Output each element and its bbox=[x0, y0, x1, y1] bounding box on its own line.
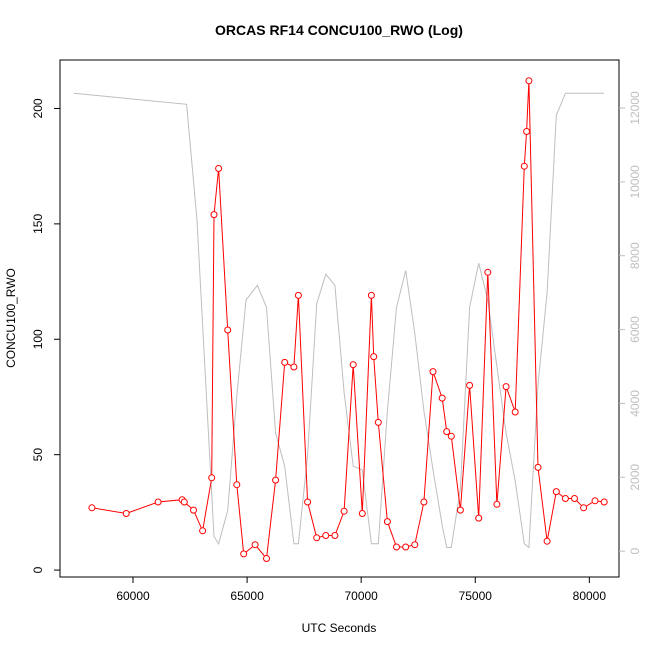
data-point bbox=[304, 498, 312, 506]
data-point bbox=[224, 326, 232, 334]
data-point bbox=[215, 165, 223, 172]
data-point bbox=[420, 498, 428, 506]
data-point bbox=[475, 514, 483, 522]
data-point bbox=[466, 381, 474, 389]
data-point bbox=[429, 368, 437, 376]
data-point bbox=[240, 550, 248, 558]
y2-tick-label: 6000 bbox=[628, 316, 642, 343]
data-point bbox=[180, 498, 188, 506]
data-point bbox=[561, 495, 569, 502]
data-point bbox=[383, 518, 391, 526]
x-axis: 60000 65000 70000 75000 80000 bbox=[116, 577, 606, 603]
data-point bbox=[358, 510, 366, 517]
data-point bbox=[543, 537, 551, 545]
data-point bbox=[600, 498, 608, 506]
data-point bbox=[331, 532, 339, 539]
concu100-line bbox=[91, 80, 605, 560]
data-point bbox=[443, 428, 451, 436]
data-point bbox=[208, 474, 216, 482]
y-tick-label: 200 bbox=[31, 98, 45, 118]
data-point bbox=[456, 506, 464, 514]
data-point bbox=[523, 128, 531, 135]
data-point bbox=[190, 506, 197, 514]
data-point bbox=[290, 363, 298, 371]
chart-title: ORCAS RF14 CONCU100_RWO (Log) bbox=[215, 22, 463, 38]
data-point bbox=[367, 291, 375, 299]
series-secondary bbox=[73, 92, 605, 549]
y-axis-label: CONCU100_RWO bbox=[4, 268, 18, 368]
data-point bbox=[199, 527, 207, 535]
data-point bbox=[411, 541, 419, 549]
x-tick-label: 60000 bbox=[116, 589, 150, 603]
data-point bbox=[313, 534, 321, 542]
data-point bbox=[370, 353, 378, 361]
data-point bbox=[580, 504, 588, 512]
y2-tick-label: 12000 bbox=[628, 91, 642, 125]
data-point bbox=[525, 77, 533, 85]
data-point bbox=[447, 432, 455, 440]
secondary-line bbox=[73, 92, 605, 549]
data-point bbox=[272, 476, 280, 484]
data-point bbox=[349, 361, 357, 369]
data-point bbox=[571, 495, 578, 502]
data-point bbox=[502, 383, 510, 391]
data-point bbox=[294, 291, 302, 299]
y-tick-label: 150 bbox=[31, 214, 45, 234]
data-point bbox=[534, 463, 542, 471]
y2-tick-label: 2000 bbox=[628, 464, 642, 491]
data-point bbox=[438, 394, 446, 402]
x-axis-label: UTC Seconds bbox=[302, 621, 377, 635]
data-point bbox=[552, 488, 560, 496]
y-axis-right: 0 2000 4000 6000 8000 10000 12000 bbox=[619, 91, 642, 554]
y-tick-label: 50 bbox=[31, 448, 45, 462]
plot-area-frame bbox=[59, 59, 620, 578]
y2-tick-label: 10000 bbox=[628, 165, 642, 199]
data-point bbox=[493, 500, 501, 508]
y2-tick-label: 0 bbox=[628, 547, 642, 554]
data-point bbox=[251, 541, 259, 549]
data-point bbox=[210, 211, 218, 219]
y2-tick-label: 8000 bbox=[628, 242, 642, 269]
x-tick-label: 70000 bbox=[344, 589, 378, 603]
data-point bbox=[374, 418, 382, 426]
y-axis-left: 0 50 100 150 200 bbox=[31, 98, 60, 573]
data-point bbox=[511, 408, 519, 416]
series-primary bbox=[88, 77, 608, 562]
data-point bbox=[322, 532, 330, 539]
data-point bbox=[122, 510, 130, 517]
data-point bbox=[233, 481, 241, 489]
data-point bbox=[393, 543, 400, 551]
x-tick-label: 80000 bbox=[573, 589, 607, 603]
data-point bbox=[520, 162, 528, 170]
data-point bbox=[88, 504, 96, 512]
y-tick-label: 0 bbox=[31, 566, 45, 573]
data-point bbox=[263, 555, 270, 562]
data-point bbox=[402, 543, 410, 551]
data-point bbox=[154, 498, 162, 506]
data-point bbox=[484, 268, 492, 276]
y-tick-label: 100 bbox=[31, 329, 45, 349]
x-tick-label: 65000 bbox=[230, 589, 264, 603]
y2-tick-label: 4000 bbox=[628, 390, 642, 417]
data-point bbox=[340, 507, 348, 515]
x-tick-label: 75000 bbox=[459, 589, 493, 603]
data-point bbox=[281, 358, 289, 366]
data-point bbox=[591, 497, 599, 505]
